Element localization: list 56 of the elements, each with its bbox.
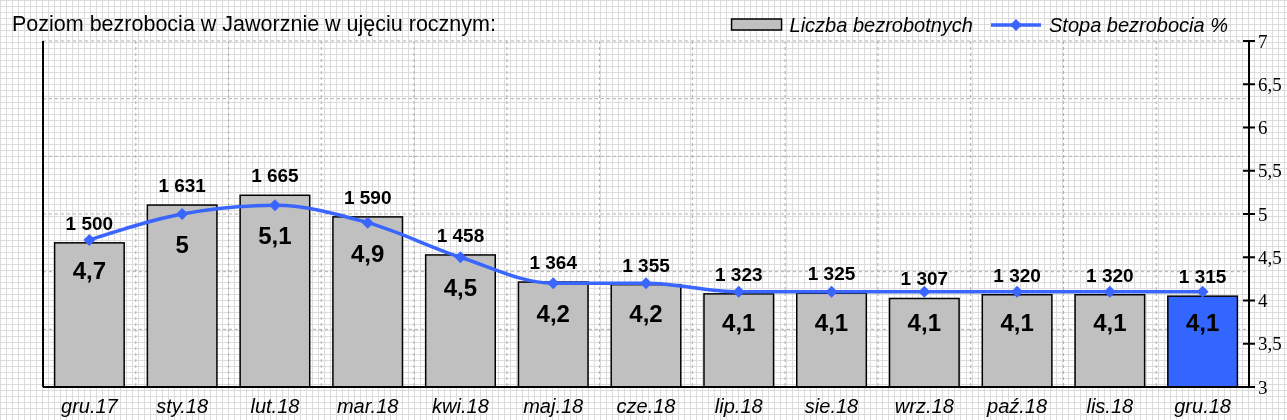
data-label: 4,2 [629,300,663,328]
data-label: 4,1 [722,308,756,336]
y2-tick-label: 6 [1258,117,1268,139]
point [361,216,374,229]
data-label: 1 320 [1086,264,1134,286]
point [83,233,96,246]
x-tick-label: paź.18 [986,395,1048,417]
data-label: 1 307 [900,268,949,290]
y2-tick-label: 6,5 [1258,73,1282,95]
x-tick-label: gru.18 [1174,395,1231,417]
data-label: 4,2 [536,300,570,328]
data-label: 4,9 [351,239,385,267]
x-tick-label: lip.18 [714,395,763,417]
y2-tick-label: 4 [1258,290,1268,312]
y2-tick-label: 5,5 [1258,160,1282,182]
data-label: 1 590 [343,186,392,208]
x-tick-label: sty.18 [156,395,209,417]
data-label: 4,1 [814,308,849,336]
data-label: 4,1 [907,308,941,336]
data-label: 1 364 [529,252,578,274]
point [640,277,652,290]
data-label: 5 [175,231,189,258]
x-tick-label: lis.18 [1086,395,1134,417]
point [454,251,467,264]
data-label: 4,1 [1000,308,1034,336]
data-label: 1 325 [807,263,856,285]
x-tick-label: lut.18 [250,395,300,417]
x-tick-label: wrz.18 [894,395,954,417]
data-label: 1 458 [436,224,485,246]
x-tick-label: kwi.18 [432,395,489,417]
x-tick-label: cze.18 [616,395,676,417]
data-label: 1 315 [1178,266,1227,288]
legend-label: Liczba bezrobotnych [789,14,973,36]
data-label: 1 665 [251,165,300,187]
data-label: 1 355 [622,254,671,276]
data-label: 5,1 [258,222,292,250]
y2-tick-label: 3 [1258,376,1268,398]
data-label: 4,1 [1185,308,1220,336]
data-label: 4,5 [443,274,478,302]
y2-tick-label: 7 [1258,30,1268,52]
x-tick-label: maj.18 [523,395,584,417]
data-label: 4,7 [72,256,107,284]
y2-tick-label: 5 [1258,203,1268,225]
data-label: 1 500 [65,212,114,234]
x-tick-label: mar.18 [336,395,399,417]
y2-tick-label: 3,5 [1258,333,1282,355]
data-label: 1 631 [158,175,207,197]
data-label: 1 320 [993,264,1041,286]
legend-label: Stopa bezrobocia % [1049,14,1229,36]
x-tick-label: gru.17 [61,395,119,417]
chart-title: Poziom bezrobocia w Jaworznie w ujęciu rocznym: [12,12,496,36]
x-tick-label: sie.18 [804,395,859,417]
data-label: 1 323 [715,263,763,285]
data-label: 4,1 [1093,308,1127,336]
y2-tick-label: 4,5 [1258,246,1282,268]
point [176,208,189,220]
